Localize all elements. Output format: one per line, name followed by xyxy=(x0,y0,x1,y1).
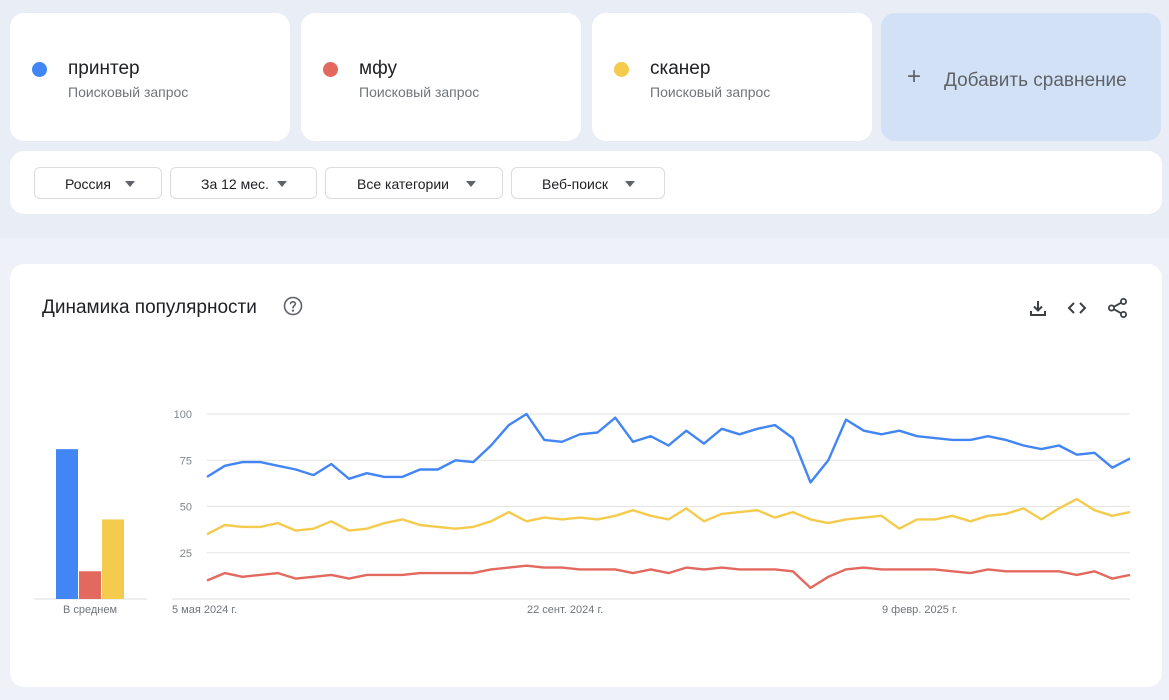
term-name: сканер xyxy=(650,58,711,79)
term-type: Поисковый запрос xyxy=(650,84,771,100)
x-axis-ticks: 5 мая 2024 г. 22 сент. 2024 г. 9 февр. 202… xyxy=(172,604,958,616)
term-card-printer[interactable]: принтер Поисковый запрос xyxy=(10,13,290,141)
series-line-принтер xyxy=(206,412,1131,484)
y-tick-label: 25 xyxy=(180,548,192,560)
x-tick-label: 22 сент. 2024 г. xyxy=(527,604,603,616)
share-icon[interactable] xyxy=(1107,297,1129,319)
series-line-сканер xyxy=(206,497,1131,536)
series-color-dot xyxy=(614,62,629,77)
chevron-down-icon xyxy=(625,181,635,187)
term-type: Поисковый запрос xyxy=(68,84,189,100)
series-color-dot xyxy=(323,62,338,77)
help-icon[interactable] xyxy=(283,296,303,316)
y-tick-label: 100 xyxy=(174,409,192,421)
average-bar-принтер xyxy=(56,449,78,599)
average-label: В среднем xyxy=(63,604,117,616)
add-comparison-label: Добавить сравнение xyxy=(944,70,1127,91)
trends-chart: В среднем 25 50 75 100 5 мая 2024 г. 22 сент… xyxy=(34,409,1131,616)
average-bar-chart xyxy=(34,449,147,600)
chevron-down-icon xyxy=(125,181,135,187)
search-type-value: Веб-поиск xyxy=(542,176,608,192)
x-tick-label: 5 мая 2024 г. xyxy=(172,604,237,616)
series-color-dot xyxy=(32,62,47,77)
chevron-down-icon xyxy=(466,181,476,187)
region-value: Россия xyxy=(65,176,111,192)
y-tick-label: 75 xyxy=(180,455,192,467)
term-name: принтер xyxy=(68,58,140,79)
series-line-мфу xyxy=(206,564,1131,590)
search-type-dropdown[interactable]: Веб-поиск xyxy=(511,167,665,199)
chart-gridlines xyxy=(172,413,1130,600)
region-dropdown[interactable]: Россия xyxy=(34,167,162,199)
category-value: Все категории xyxy=(357,176,449,192)
interest-over-time-card: Динамика популярности В среднем 25 50 75 10… xyxy=(10,264,1162,687)
term-card-mfu[interactable]: мфу Поисковый запрос xyxy=(301,13,581,141)
chevron-down-icon xyxy=(277,181,287,187)
term-type: Поисковый запрос xyxy=(359,84,480,100)
average-bar-мфу xyxy=(79,571,101,599)
term-name: мфу xyxy=(359,58,397,79)
chart-series xyxy=(206,412,1131,590)
x-tick-label: 9 февр. 2025 г. xyxy=(882,604,958,616)
y-tick-label: 50 xyxy=(180,502,192,514)
plus-icon: + xyxy=(907,63,922,90)
embed-icon[interactable] xyxy=(1066,297,1088,319)
download-icon[interactable] xyxy=(1027,297,1049,319)
period-dropdown[interactable]: За 12 мес. xyxy=(170,167,317,199)
period-value: За 12 мес. xyxy=(201,176,269,192)
category-dropdown[interactable]: Все категории xyxy=(325,167,503,199)
filters-bar: Россия За 12 мес. Все категории Веб-поис… xyxy=(10,151,1162,214)
term-card-scanner[interactable]: сканер Поисковый запрос xyxy=(592,13,872,141)
chart-title: Динамика популярности xyxy=(42,297,257,318)
average-bar-сканер xyxy=(102,519,124,599)
add-comparison-button[interactable]: + Добавить сравнение xyxy=(881,13,1161,141)
y-axis-ticks: 25 50 75 100 xyxy=(174,409,192,560)
